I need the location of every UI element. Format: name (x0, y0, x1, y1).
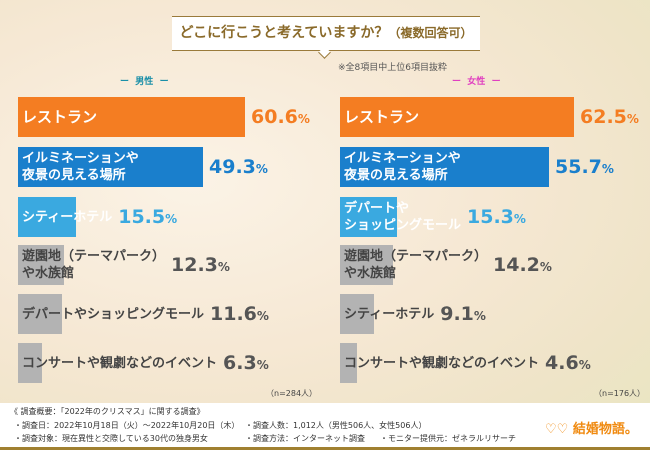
female-label: ー 女性 ー (452, 77, 501, 87)
bar (18, 245, 64, 285)
survey-target: ・調査対象：現在異性と交際している30代の独身男女 (14, 434, 208, 443)
note: ※全8項目中上位6項目抜粋 (338, 63, 447, 73)
bar (18, 197, 76, 237)
survey-provider: ・モニター提供元：ゼネラルリサーチ (380, 434, 516, 443)
bar-value: 14.2% (493, 254, 552, 276)
bar-label: デパートやショッピングモール (22, 307, 205, 322)
logo-text: 結婚物語。 (572, 422, 638, 437)
bar-label: レストラン (22, 108, 98, 126)
bar-value: 12.3% (171, 254, 230, 276)
bar (340, 147, 549, 187)
bar (18, 343, 42, 383)
bar-label: シティーホテル (22, 210, 113, 225)
male-n: （n=284人） (266, 389, 318, 398)
bar-label: コンサートや観劇などのイベント (22, 356, 218, 371)
bar-label: 遊園地（テーマパーク） や水族館 (22, 249, 166, 281)
bar-label: イルミネーションや 夜景の見える場所 (344, 151, 461, 183)
male-label-text: 男性 (135, 77, 154, 87)
female-n: （n=176人） (594, 389, 646, 398)
logo: ♡♡ 結婚物語。 (545, 422, 638, 437)
male-label: ー 男性 ー (120, 77, 169, 87)
survey-date: ・調査日：2022年10月18日（火）～2022年10月20日（木） (14, 421, 240, 430)
survey-summary: 《 調査概要：「2022年のクリスマス」に関する調査》 (10, 407, 205, 416)
bar (18, 294, 62, 334)
bar-value: 62.5% (580, 106, 639, 128)
footer: 《 調査概要：「2022年のクリスマス」に関する調査》 ・調査日：2022年10… (0, 403, 650, 450)
bar-label: シティーホテル (344, 307, 435, 322)
bar (18, 97, 245, 137)
bar (340, 97, 574, 137)
bar-value: 15.5% (118, 206, 178, 228)
bar (18, 147, 203, 187)
bar (340, 294, 374, 334)
bar (340, 197, 397, 237)
bar-value: 4.6% (545, 352, 591, 374)
bar-value: 6.3% (223, 352, 269, 374)
bar-label: イルミネーションや 夜景の見える場所 (22, 151, 139, 183)
bar-value: 60.6% (251, 106, 310, 128)
bar (340, 245, 393, 285)
bar-value: 9.1% (440, 303, 486, 325)
bar-value: 55.7% (555, 156, 614, 178)
bar-label: コンサートや観劇などのイベント (344, 356, 540, 371)
bar-value: 11.6% (210, 303, 269, 325)
survey-method: ・調査方法：インターネット調査 (245, 434, 365, 443)
bar-value: 15.3% (467, 206, 526, 228)
chart-title: どこに行こうと考えていますか？（複数回答可） (172, 16, 480, 51)
title-text: どこに行こうと考えていますか？ (179, 25, 389, 41)
bar (340, 343, 357, 383)
survey-count: ・調査人数：1,012人（男性506人、女性506人） (245, 421, 427, 430)
bar-label: レストラン (344, 108, 420, 126)
bar-value: 49.3% (209, 156, 268, 178)
female-label-text: 女性 (467, 77, 486, 87)
bar-label: デパートやショッピングモール (344, 201, 462, 233)
bar-label: 遊園地（テーマパーク） や水族館 (344, 249, 488, 281)
title-suffix: （複数回答可） (388, 26, 473, 40)
